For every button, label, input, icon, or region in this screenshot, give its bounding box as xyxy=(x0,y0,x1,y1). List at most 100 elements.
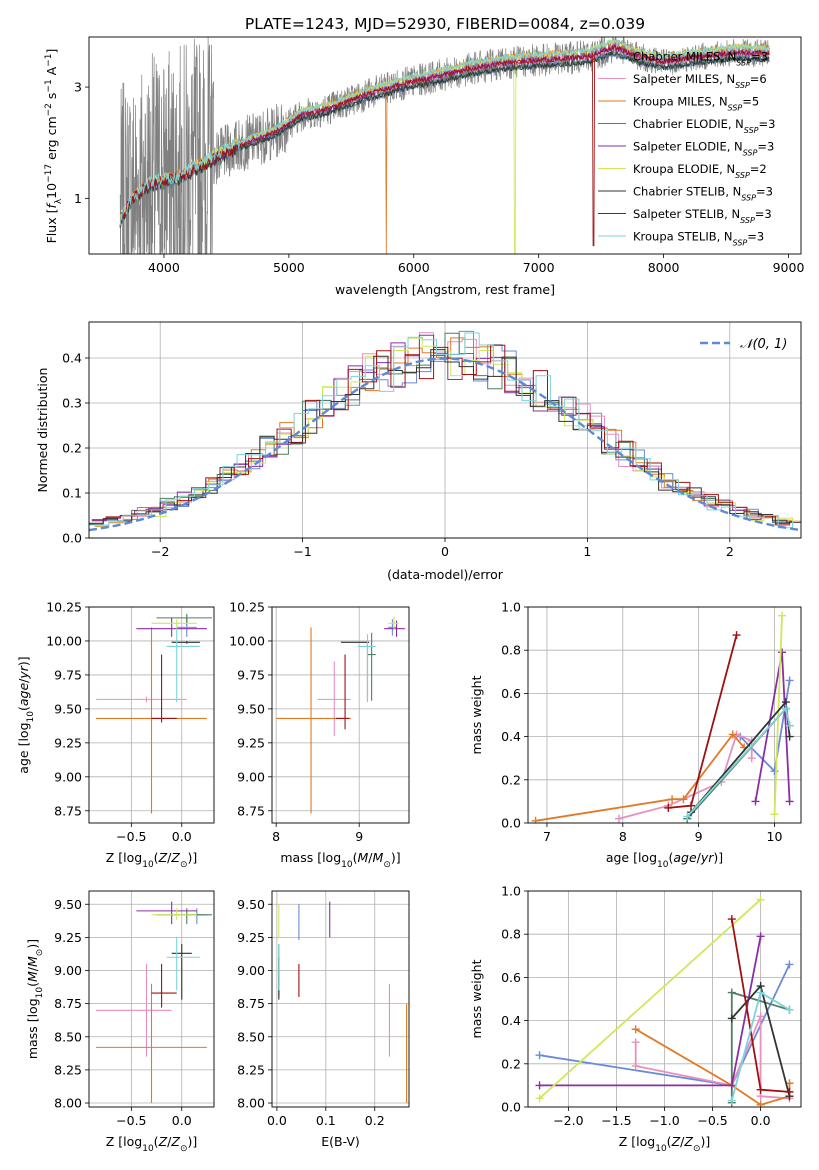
label-part: ( xyxy=(25,982,40,987)
weight-marker xyxy=(535,1094,544,1103)
weight-marker xyxy=(756,1085,765,1094)
legend-label: 𝒩(0, 1) xyxy=(740,337,787,352)
label-part: ] xyxy=(44,49,59,54)
legend-label: Kroupa STELIB, NSSP=3 xyxy=(633,230,764,248)
legend-label: Salpeter STELIB, NSSP=3 xyxy=(633,207,772,225)
legend-label: Salpeter MILES, NSSP=6 xyxy=(633,72,767,90)
chart-age_vs_Z: −0.5 0.0 8.75 9.00 9.25 9.50 9.75 10.00 10.25 Z [… xyxy=(16,600,215,870)
label-part: age xyxy=(673,850,697,865)
errorbar-salpeter-stelib xyxy=(335,654,350,730)
errorbar-chabrier-stelib xyxy=(171,640,200,644)
y-tick-label: 9.75 xyxy=(237,667,265,682)
legend-count: =2 xyxy=(750,162,767,176)
label-part: 10 xyxy=(44,183,59,199)
weight-line-salpeter-stelib xyxy=(664,631,741,812)
x-tick-label: 2 xyxy=(726,544,734,559)
weight-marker xyxy=(785,676,794,685)
weight-marker xyxy=(615,814,623,823)
plot-area-mass_vs_ebv xyxy=(278,901,408,1104)
legend-label: Chabrier STELIB, NSSP=3 xyxy=(633,185,773,203)
legend-name: Chabrier STELIB, N xyxy=(633,185,741,199)
label-part: mass [log xyxy=(280,850,341,865)
weight-marker xyxy=(535,1051,544,1060)
x-tick-label: 6000 xyxy=(398,260,430,275)
legend-sub: SSP xyxy=(735,81,750,90)
legend-count: =3 xyxy=(756,185,773,199)
legend-count: =3 xyxy=(755,207,772,221)
legend-name: Kroupa ELODIE, N xyxy=(633,162,735,176)
hist-kroupa-miles xyxy=(94,337,801,527)
weight-marker xyxy=(781,704,790,713)
x-tick-label: 7 xyxy=(543,829,551,844)
label-part: Z xyxy=(671,1134,681,1149)
y-tick-label: 9.50 xyxy=(237,897,265,912)
y-tick-label: 8.50 xyxy=(237,1029,265,1044)
errorbar-salpeter-miles xyxy=(96,696,187,703)
label-part: −2 xyxy=(44,103,54,116)
hist-salpeter-stelib xyxy=(91,344,801,525)
legend-name: Chabrier ELODIE, N xyxy=(633,117,744,131)
y-tick-label: 0.4 xyxy=(501,729,521,744)
y-tick-label: 0.4 xyxy=(501,1013,521,1028)
label-part: / xyxy=(368,850,373,865)
x-tick-label: 8 xyxy=(619,829,627,844)
errorbar-salpeter-elodie xyxy=(136,617,207,637)
y-tick-label: 1.0 xyxy=(501,884,521,899)
x-tick-label: 0.2 xyxy=(365,1113,385,1128)
legend-count: =3 xyxy=(751,50,768,64)
label-part: M xyxy=(373,850,384,865)
label-part: )] xyxy=(713,850,723,865)
plot-area-weight_vs_age xyxy=(531,611,794,823)
y-tick-label: 9.50 xyxy=(54,701,82,716)
weight-marker xyxy=(785,721,794,730)
y-tick-label: 1.0 xyxy=(501,600,521,615)
y-tick-label: 0.8 xyxy=(501,643,521,658)
errorbar-kroupa-miles xyxy=(96,983,207,1104)
label-part: 10 xyxy=(655,1144,667,1154)
x-tick-label: −1.0 xyxy=(649,1113,679,1128)
chart-weight_vs_Z: −2.0 −1.5 −1.0 −0.5 0.0 0.0 0.2 0.4 0.6 0.8 1.0 Z [… xyxy=(469,884,802,1154)
chart-mass_vs_Z: −0.5 0.0 8.00 8.25 8.50 8.75 9.00 9.25 9.50 Z [lo… xyxy=(25,890,215,1154)
weight-marker xyxy=(687,801,696,810)
weight-marker xyxy=(756,1100,765,1107)
weight-marker xyxy=(785,1005,794,1014)
y-tick-label: 0.0 xyxy=(501,1100,521,1115)
y-tick-label: 0.1 xyxy=(62,486,82,501)
x-tick-label: 1 xyxy=(583,544,591,559)
label-part: 10 xyxy=(142,1144,154,1154)
label-part: Z [log xyxy=(106,1134,142,1149)
label-part: Z xyxy=(170,1134,180,1149)
label-part: −17 xyxy=(44,164,54,183)
plot-area-mass_vs_Z xyxy=(96,901,212,1104)
label-part: s xyxy=(44,93,59,104)
x-tick-label: −2.0 xyxy=(553,1113,583,1128)
label-part: / xyxy=(167,850,172,865)
weight-marker xyxy=(756,895,765,904)
plot-area-residuals xyxy=(89,330,801,532)
legend-name: Kroupa MILES, N xyxy=(633,95,728,109)
chart-residuals: −2 −1 0 1 2 0.0 0.1 0.2 0.3 0.4 𝒩(0, 1) (data-model… xyxy=(35,321,802,582)
weight-line xyxy=(535,732,745,822)
weight-marker xyxy=(727,915,736,924)
y-tick-label: 0.2 xyxy=(501,1056,521,1071)
x-axis-label: age [log10(age/yr)] xyxy=(606,850,723,870)
plot-area-age_vs_mass xyxy=(276,616,405,814)
label-part: ( xyxy=(154,1134,159,1149)
label-part: mass [log xyxy=(25,998,40,1059)
y-tick-label: 9.25 xyxy=(237,930,265,945)
label-part: −1 xyxy=(44,79,54,92)
y-tick-label: 10.00 xyxy=(229,633,265,648)
y-axis-label: age [log10(age/yr)] xyxy=(16,656,36,773)
legend-count: =3 xyxy=(747,230,764,244)
axes-frame xyxy=(527,606,802,824)
y-tick-label: 1 xyxy=(74,191,82,206)
errorbar-kroupa-elodie xyxy=(151,908,197,921)
axes-frame xyxy=(271,606,410,824)
label-part: ⊙ xyxy=(693,1144,701,1154)
chart-mass_vs_ebv: 0.0 0.1 0.2 8.00 8.25 8.50 8.75 9.00 9.25 9.50 E(B… xyxy=(237,890,410,1149)
legend-sub: SSP xyxy=(728,103,743,112)
y-axis-label: mass weight xyxy=(469,959,484,1038)
label-part: Z [log xyxy=(106,850,142,865)
errorbar-chabrier-stelib xyxy=(171,944,192,1000)
legend-sub: SSP xyxy=(741,193,756,202)
